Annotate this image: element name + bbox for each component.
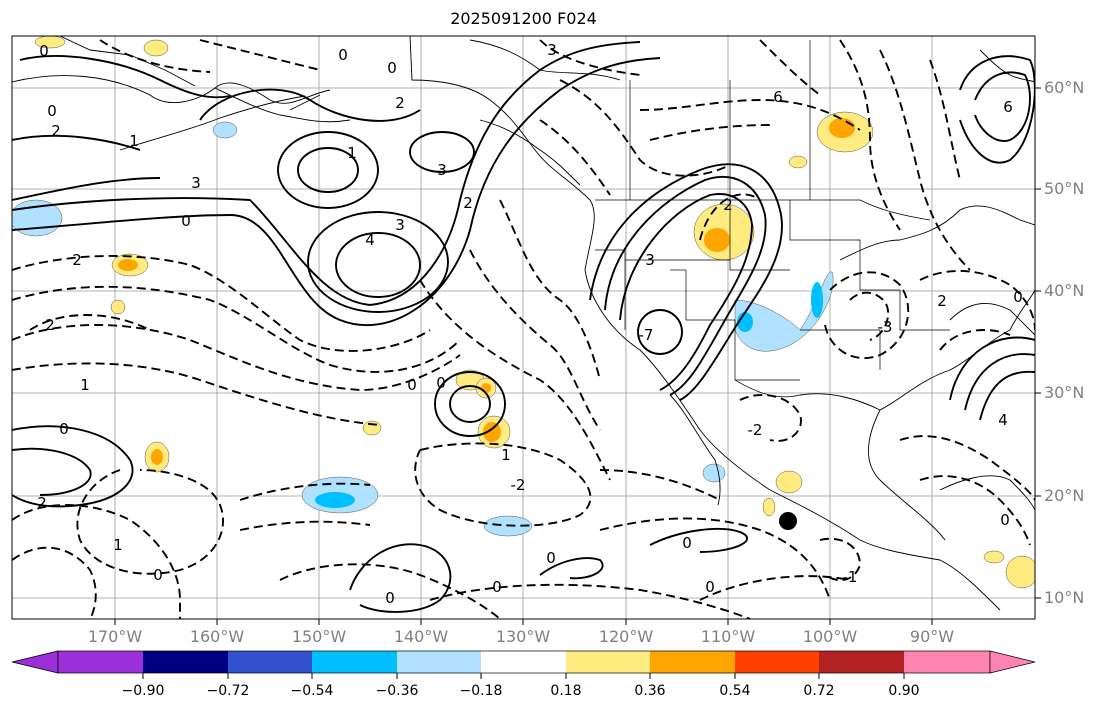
lon-label-100w: 100°W xyxy=(802,627,858,646)
solid-contours xyxy=(12,41,1035,613)
svg-text:0: 0 xyxy=(436,374,446,392)
svg-text:0: 0 xyxy=(338,46,348,64)
colorbar-label: −0.90 xyxy=(121,683,165,699)
svg-text:0: 0 xyxy=(39,42,49,60)
colorbar-label: 0.90 xyxy=(888,683,920,699)
svg-text:1: 1 xyxy=(129,132,139,150)
lon-label-110w: 110°W xyxy=(700,627,756,646)
colorbar-label: −0.18 xyxy=(459,683,503,699)
colorbar-segment xyxy=(566,651,650,673)
lat-label-40n: 40°N xyxy=(1044,281,1085,300)
svg-text:3: 3 xyxy=(547,41,557,59)
colorbar-segment xyxy=(228,651,312,673)
svg-text:-2: -2 xyxy=(748,421,763,439)
alaska-coast xyxy=(59,36,351,123)
colorbar-label: 0.54 xyxy=(719,683,751,699)
lat-label-50n: 50°N xyxy=(1044,179,1085,198)
colorbar-segment xyxy=(819,651,904,673)
svg-text:-2: -2 xyxy=(511,476,526,494)
lon-label-140w: 140°W xyxy=(393,627,449,646)
colorbar-label: −0.36 xyxy=(375,683,419,699)
svg-text:4: 4 xyxy=(998,411,1008,429)
svg-text:0: 0 xyxy=(181,212,191,230)
colorbar xyxy=(11,650,1036,679)
svg-text:2: 2 xyxy=(463,194,473,212)
svg-text:2: 2 xyxy=(395,94,405,112)
lon-label-150w: 150°W xyxy=(291,627,347,646)
svg-text:2: 2 xyxy=(937,292,947,310)
colorbar-segment xyxy=(481,651,566,673)
svg-text:0: 0 xyxy=(1000,511,1010,529)
svg-text:0: 0 xyxy=(705,578,715,596)
colorbar-label: 0.72 xyxy=(803,683,835,699)
colorbar-segment xyxy=(312,651,397,673)
svg-text:1: 1 xyxy=(113,536,123,554)
svg-text:3: 3 xyxy=(437,161,447,179)
svg-text:4: 4 xyxy=(365,231,375,249)
svg-text:0: 0 xyxy=(682,534,692,552)
svg-text:-3: -3 xyxy=(878,318,893,336)
lon-label-170w: 170°W xyxy=(87,627,143,646)
svg-text:1: 1 xyxy=(501,446,511,464)
svg-text:0: 0 xyxy=(59,420,69,438)
colorbar-label: 0.36 xyxy=(634,683,666,699)
colorbar-label: −0.54 xyxy=(290,683,334,699)
shaded-anomalies xyxy=(12,36,1035,589)
colorbar-max-extend xyxy=(989,650,1036,674)
lon-label-120w: 120°W xyxy=(598,627,654,646)
colorbar-label: −0.72 xyxy=(206,683,250,699)
svg-text:3: 3 xyxy=(191,174,201,192)
svg-text:0: 0 xyxy=(1013,288,1023,306)
svg-text:0: 0 xyxy=(492,578,502,596)
svg-text:2: 2 xyxy=(72,251,82,269)
svg-text:2: 2 xyxy=(51,122,61,140)
dashed-contours xyxy=(12,39,1035,619)
svg-text:1: 1 xyxy=(80,376,90,394)
axis-ticks xyxy=(114,87,1041,625)
lat-label-10n: 10°N xyxy=(1044,588,1085,607)
location-marker xyxy=(779,512,797,530)
coastlines xyxy=(12,36,1035,611)
lon-label-160w: 160°W xyxy=(189,627,245,646)
svg-text:2: 2 xyxy=(37,494,47,512)
colorbar-segment xyxy=(904,651,990,673)
svg-text:0: 0 xyxy=(546,549,556,567)
lat-label-20n: 20°N xyxy=(1044,486,1085,505)
colorbar-label: 0.18 xyxy=(550,683,582,699)
lat-label-30n: 30°N xyxy=(1044,383,1085,402)
svg-text:-7: -7 xyxy=(639,326,654,344)
colorbar-segment xyxy=(58,651,143,673)
contour-labels: 0 2 1 3 0 2 2 1 0 2 1 0 1 3 4 3 2 0 0 3 … xyxy=(37,41,1023,607)
svg-text:1: 1 xyxy=(347,144,357,162)
svg-text:0: 0 xyxy=(407,376,417,394)
svg-text:0: 0 xyxy=(47,102,57,120)
svg-text:0: 0 xyxy=(385,589,395,607)
map-title: 2025091200 F024 xyxy=(450,9,597,28)
colorbar-segment xyxy=(735,651,819,673)
lon-label-90w: 90°W xyxy=(909,627,955,646)
svg-text:2: 2 xyxy=(723,196,733,214)
colorbar-segment xyxy=(650,651,735,673)
svg-text:2: 2 xyxy=(45,316,55,334)
svg-text:0: 0 xyxy=(153,566,163,584)
lon-label-130w: 130°W xyxy=(495,627,551,646)
colorbar-segment xyxy=(397,651,481,673)
svg-text:3: 3 xyxy=(395,216,405,234)
svg-text:0: 0 xyxy=(387,59,397,77)
svg-text:3: 3 xyxy=(645,251,655,269)
svg-text:6: 6 xyxy=(773,88,783,106)
svg-text:6: 6 xyxy=(1003,98,1013,116)
colorbar-min-extend xyxy=(11,650,59,674)
lat-label-60n: 60°N xyxy=(1044,78,1085,97)
colorbar-segment xyxy=(143,651,228,673)
svg-text:-1: -1 xyxy=(843,568,858,586)
